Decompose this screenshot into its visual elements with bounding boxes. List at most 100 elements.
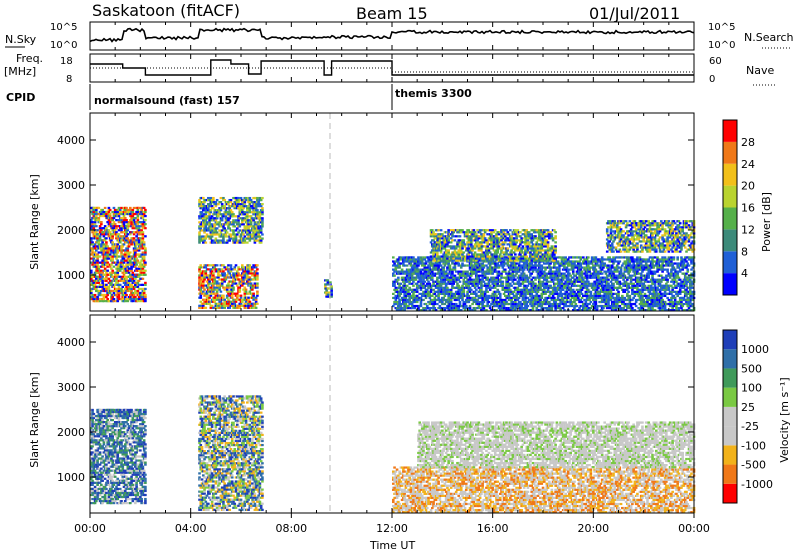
echo-cell — [96, 275, 99, 278]
echo-cell — [493, 292, 497, 295]
echo-cell — [511, 262, 515, 265]
echo-cell — [98, 237, 102, 240]
echo-cell — [446, 276, 449, 279]
echo-cell — [582, 306, 585, 310]
echo-cell — [403, 284, 406, 287]
echo-cell — [127, 225, 131, 228]
echo-cell — [541, 274, 545, 277]
echo-cell — [201, 235, 205, 238]
echo-cell — [134, 289, 137, 293]
echo-cell — [588, 270, 591, 273]
echo-cell — [496, 262, 500, 265]
echo-cell — [229, 233, 233, 236]
echo-cell — [101, 285, 104, 289]
echo-cell — [529, 264, 532, 267]
echo-cell — [208, 282, 211, 285]
echo-cell — [144, 253, 147, 256]
echo-cell — [111, 295, 114, 299]
echo-cell — [134, 249, 137, 252]
echo-cell — [574, 274, 578, 277]
echo-cell — [219, 300, 223, 303]
echo-cell — [461, 298, 464, 302]
echo-cell — [397, 258, 400, 261]
echo-cell — [201, 304, 205, 307]
echo-cell — [107, 287, 111, 291]
echo-cell — [219, 235, 223, 238]
echo-cell — [510, 296, 513, 300]
echo-cell — [436, 262, 439, 265]
echo-cell — [212, 272, 215, 275]
echo-cell — [580, 276, 584, 279]
echo-cell — [402, 256, 405, 259]
echo-cell — [101, 281, 104, 284]
echo-cell — [473, 309, 477, 312]
echo-cell — [98, 247, 102, 250]
echo-cell — [243, 211, 247, 214]
echo-cell — [487, 296, 491, 300]
echo-cell — [536, 290, 540, 293]
echo-cell — [100, 245, 103, 248]
echo-cell — [130, 223, 133, 226]
echo-cell — [142, 243, 146, 246]
echo-cell — [324, 285, 327, 288]
echo-cell — [462, 300, 466, 304]
echo-cell — [140, 208, 143, 212]
echo-cell — [458, 272, 462, 275]
echo-cell — [444, 284, 448, 287]
echo-cell — [144, 247, 147, 250]
echo-cell — [457, 278, 461, 281]
echo-cell — [514, 304, 517, 308]
echo-cell — [100, 229, 103, 232]
echo-cell — [137, 297, 141, 301]
echo-cell — [249, 284, 253, 287]
echo-cell — [223, 306, 226, 309]
echo-cell — [108, 221, 112, 224]
echo-cell — [258, 203, 262, 206]
echo-cell — [220, 217, 224, 220]
echo-cell — [584, 290, 588, 293]
echo-cell — [454, 280, 458, 283]
echo-cell — [427, 264, 430, 267]
echo-cell — [482, 266, 486, 269]
echo-cell — [199, 205, 203, 208]
echo-cell — [95, 214, 98, 218]
echo-cell — [116, 243, 120, 246]
echo-cell — [497, 264, 501, 267]
echo-cell — [579, 290, 583, 293]
echo-cell — [521, 276, 525, 279]
echo-cell — [134, 245, 137, 248]
echo-cell — [201, 196, 205, 200]
echo-cell — [258, 237, 262, 240]
echo-cell — [476, 302, 479, 306]
echo-cell — [522, 290, 526, 293]
echo-cell — [117, 229, 121, 232]
echo-cell — [244, 278, 248, 281]
echo-cell — [96, 257, 99, 260]
echo-cell — [559, 290, 562, 293]
echo-cell — [549, 290, 552, 293]
echo-cell — [514, 266, 517, 269]
echo-cell — [139, 212, 142, 216]
echo-cell — [95, 208, 98, 212]
echo-cell — [234, 235, 238, 238]
echo-cell — [229, 237, 233, 240]
echo-cell — [123, 275, 127, 278]
echo-cell — [454, 302, 458, 306]
echo-cell — [531, 309, 535, 312]
echo-cell — [564, 294, 567, 298]
echo-cell — [136, 300, 140, 303]
echo-cell — [139, 300, 142, 303]
echo-cell — [95, 249, 98, 252]
echo-cell — [234, 215, 238, 218]
echo-cell — [238, 286, 242, 289]
echo-cell — [529, 274, 532, 277]
echo-cell — [471, 266, 474, 269]
echo-cell — [579, 256, 583, 259]
echo-cell — [105, 241, 108, 244]
echo-cell — [199, 288, 203, 291]
echo-cell — [425, 266, 429, 269]
echo-cell — [420, 258, 424, 261]
echo-cell — [543, 288, 546, 291]
echo-cell — [424, 262, 428, 265]
echo-cell — [417, 256, 420, 259]
